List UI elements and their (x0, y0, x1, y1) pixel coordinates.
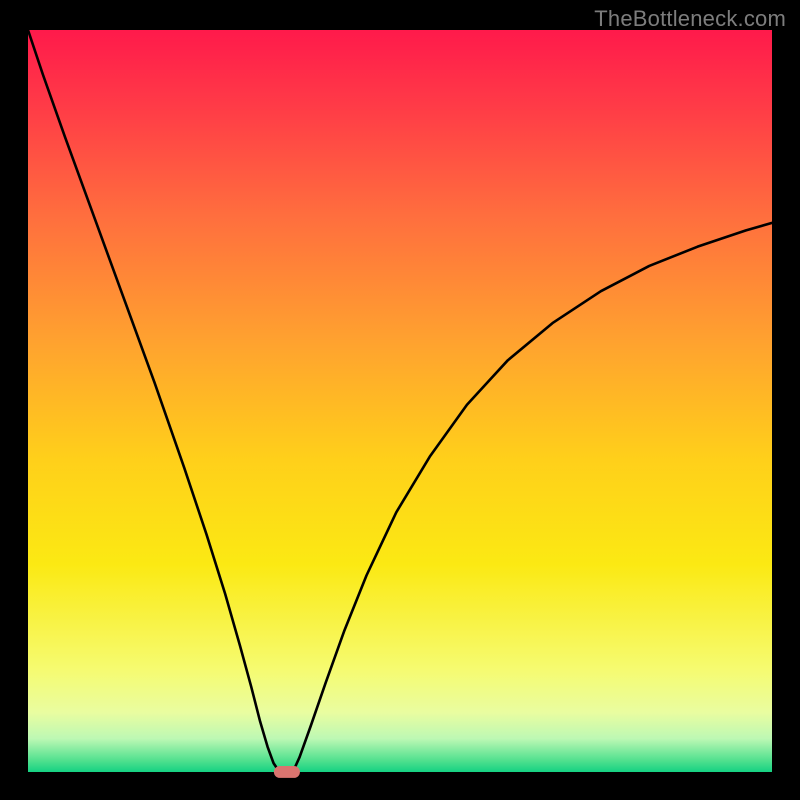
plot-area (28, 30, 772, 772)
watermark-text: TheBottleneck.com (594, 6, 786, 32)
bottleneck-chart (0, 0, 800, 800)
minimum-marker (274, 766, 300, 778)
